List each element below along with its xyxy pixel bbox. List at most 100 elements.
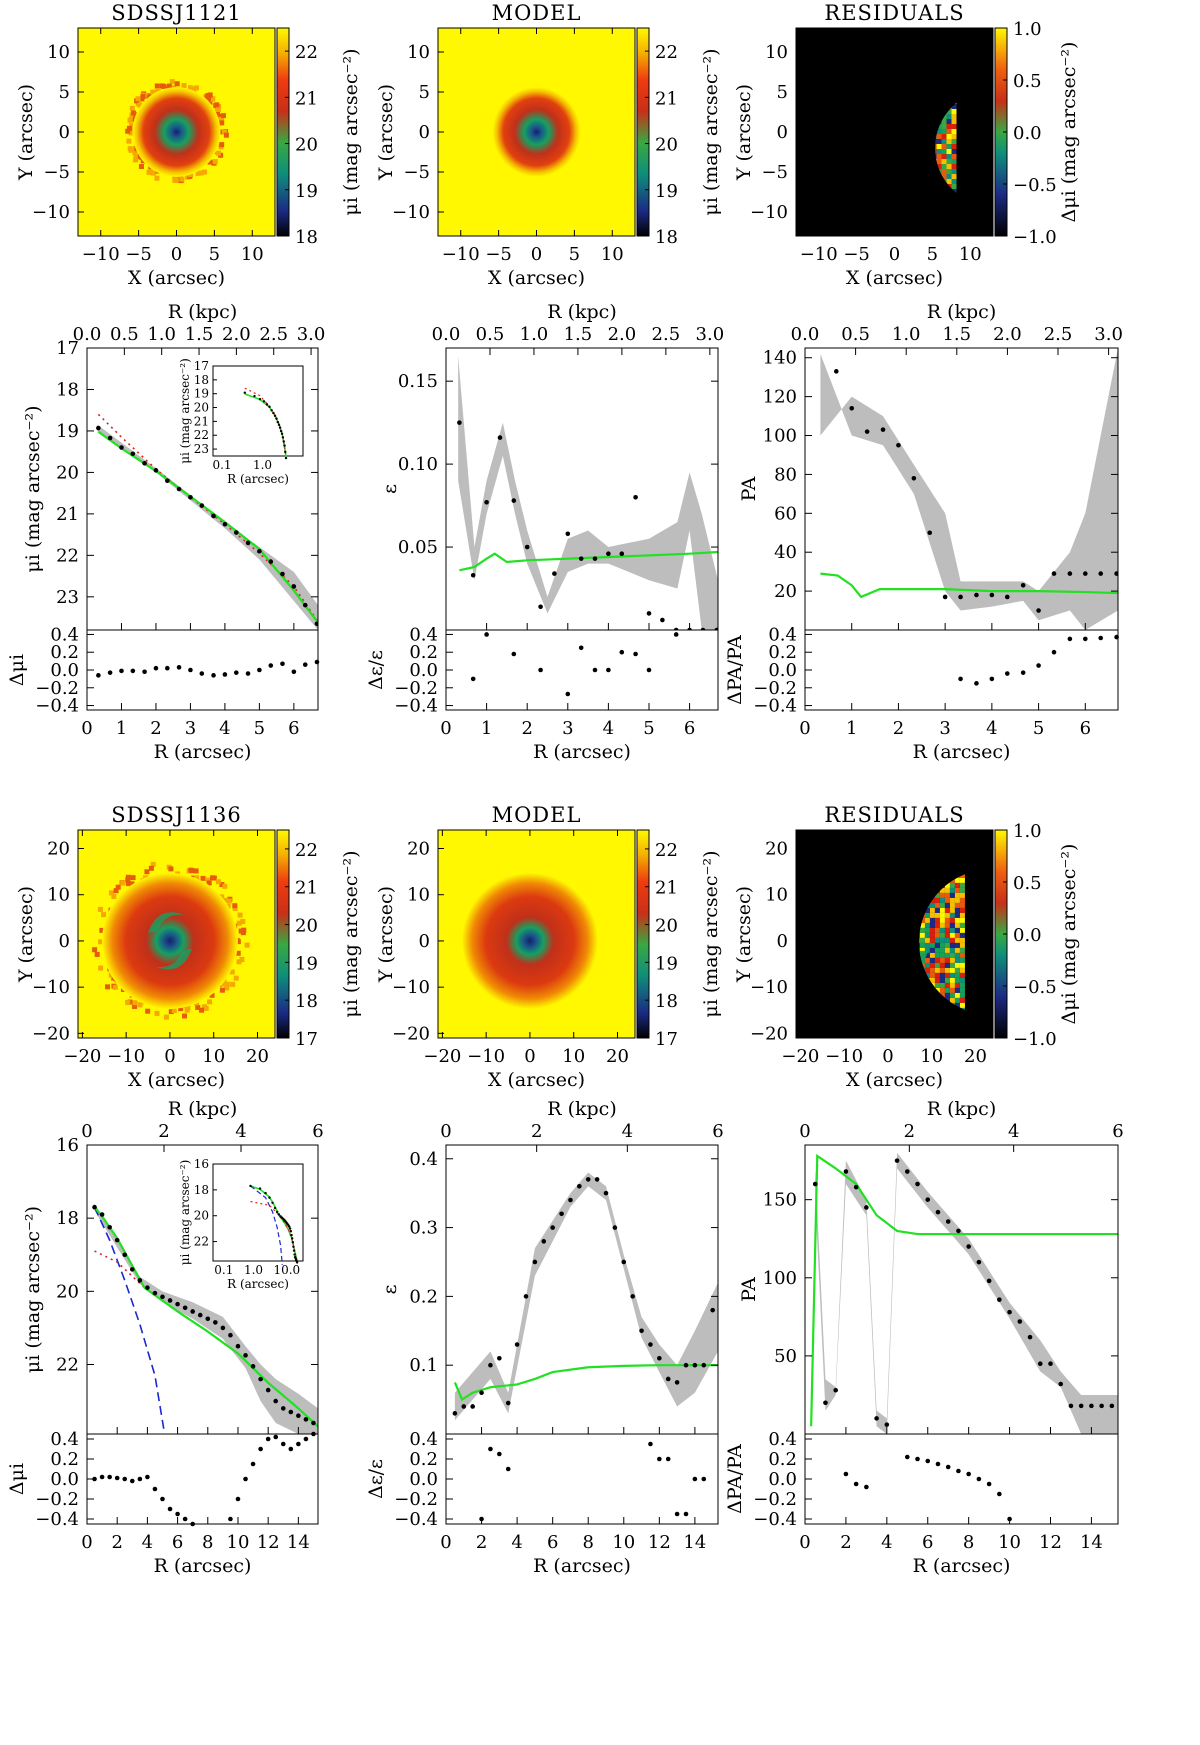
image-pixel bbox=[235, 939, 241, 945]
x-tick-label: 5 bbox=[643, 718, 654, 739]
data-point bbox=[524, 544, 530, 550]
inset-point bbox=[292, 1245, 295, 1248]
image-pixel bbox=[129, 122, 135, 128]
residual-pixel bbox=[954, 977, 960, 983]
residual-point bbox=[92, 1476, 97, 1482]
residual-point bbox=[915, 1456, 920, 1462]
image-frame bbox=[795, 829, 994, 1039]
image-pixel bbox=[145, 1008, 151, 1014]
image-pixel bbox=[132, 150, 138, 156]
image-pixel bbox=[99, 927, 105, 933]
top-tick-label: 1.5 bbox=[564, 324, 593, 345]
residual-pixel bbox=[959, 992, 965, 998]
top-tick-label: 2.0 bbox=[993, 324, 1022, 345]
residual-pixel bbox=[944, 992, 950, 998]
image-pixel bbox=[199, 1007, 205, 1013]
inset-point bbox=[283, 444, 286, 447]
x-axis-label: R (arcsec) bbox=[154, 741, 252, 763]
data-point bbox=[911, 476, 917, 481]
residual-axis-label: Δε/ε bbox=[365, 1459, 387, 1499]
y-axis-label: μi (mag arcsec⁻²) bbox=[22, 405, 44, 572]
panel-title: RESIDUALS bbox=[824, 1, 964, 25]
inset-y-axis-label: μi (mag arcsec⁻²) bbox=[178, 358, 192, 464]
image-pixel bbox=[238, 928, 244, 934]
residual-y-tick-label: 0.4 bbox=[768, 624, 797, 645]
x-tick-label: 0 bbox=[440, 1532, 451, 1553]
residual-point bbox=[945, 1464, 951, 1470]
y-tick-label: 0 bbox=[59, 122, 70, 143]
inset-bulge-line bbox=[250, 1185, 283, 1265]
residual-pixel bbox=[949, 942, 955, 948]
data-point bbox=[989, 592, 995, 598]
image-pixel bbox=[226, 898, 232, 904]
residual-pixel bbox=[959, 997, 965, 1003]
residual-point bbox=[165, 665, 170, 671]
residual-pixel bbox=[959, 907, 965, 913]
residual-point bbox=[1067, 636, 1073, 642]
residual-pixel bbox=[954, 982, 960, 988]
data-point bbox=[497, 1356, 502, 1361]
residual-pixel bbox=[949, 912, 955, 918]
residual-pixel bbox=[951, 114, 957, 119]
data-point bbox=[592, 556, 598, 561]
residual-pixel bbox=[949, 982, 955, 988]
residual-point bbox=[233, 670, 239, 675]
image-pixel bbox=[127, 117, 133, 123]
image-pixel bbox=[193, 868, 199, 874]
data-point bbox=[915, 1181, 920, 1187]
residual-pixel bbox=[924, 972, 930, 978]
data-point bbox=[966, 1244, 971, 1249]
residual-point bbox=[222, 672, 228, 677]
y-axis-label: Y (arcsec) bbox=[15, 886, 37, 983]
data-point bbox=[190, 1309, 195, 1314]
image-pixel bbox=[219, 882, 225, 888]
data-point bbox=[96, 425, 101, 431]
residual-pixel bbox=[949, 997, 955, 1003]
image-pixel bbox=[172, 174, 178, 180]
top-tick-label: 1.5 bbox=[942, 324, 971, 345]
x-tick-label: 0 bbox=[889, 244, 900, 265]
y-tick-label: 120 bbox=[763, 387, 797, 408]
residual-pixel bbox=[935, 139, 937, 144]
top-tick-label: 3.0 bbox=[1094, 324, 1123, 345]
inset-point bbox=[273, 1206, 277, 1210]
colorbar-tick-label: 21 bbox=[655, 88, 678, 109]
y-tick-label: 40 bbox=[774, 542, 797, 563]
colorbar bbox=[636, 27, 650, 237]
residual-point bbox=[956, 1468, 961, 1474]
inset-point bbox=[284, 450, 287, 454]
residual-pixel bbox=[941, 139, 947, 144]
data-point bbox=[99, 1212, 105, 1217]
data-point bbox=[479, 1390, 484, 1396]
image-pixel bbox=[135, 96, 141, 102]
residual-pixel bbox=[949, 927, 955, 933]
top-tick-label: 2 bbox=[531, 1121, 542, 1142]
residual-pixel bbox=[939, 892, 945, 898]
y-tick-label: 0.15 bbox=[398, 371, 438, 392]
colorbar-tick-label: 1.0 bbox=[1013, 821, 1042, 842]
top-tick-label: 2.0 bbox=[608, 324, 637, 345]
residual-y-tick-label: 0.2 bbox=[409, 1449, 438, 1470]
y-tick-label: −10 bbox=[750, 977, 788, 998]
image-pixel bbox=[219, 129, 225, 135]
residual-point bbox=[974, 681, 979, 686]
x-tick-label: −5 bbox=[125, 244, 152, 265]
residual-pixel bbox=[939, 917, 945, 923]
x-tick-label: −10 bbox=[467, 1046, 505, 1067]
residual-point bbox=[176, 665, 182, 670]
data-point bbox=[665, 1376, 671, 1382]
image-pixel bbox=[174, 81, 180, 87]
residual-point bbox=[657, 1456, 662, 1462]
data-point bbox=[577, 1183, 582, 1189]
residual-pixel bbox=[951, 139, 957, 144]
residual-pixel bbox=[919, 947, 925, 953]
residual-y-tick-label: 0.2 bbox=[409, 642, 438, 663]
top-tick-label: 0 bbox=[81, 1121, 92, 1142]
x-tick-label: 2 bbox=[521, 718, 532, 739]
x-tick-label: 0 bbox=[524, 1046, 535, 1067]
residual-frame bbox=[86, 1433, 319, 1525]
residual-pixel bbox=[949, 907, 955, 913]
data-point bbox=[302, 602, 308, 608]
residual-pixel bbox=[929, 967, 935, 973]
